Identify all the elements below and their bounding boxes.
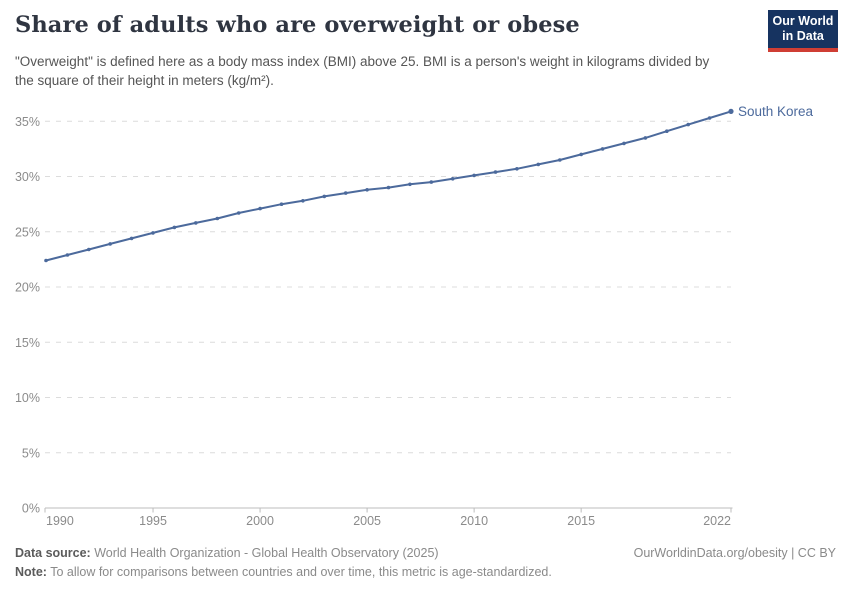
- x-tick-label: 2005: [353, 514, 381, 528]
- series-label[interactable]: South Korea: [738, 104, 814, 119]
- y-tick-label: 0%: [22, 502, 40, 516]
- owid-logo-line2: in Data: [782, 29, 824, 43]
- data-point[interactable]: [643, 136, 648, 140]
- x-tick-label: 2000: [246, 514, 274, 528]
- y-tick-label: 10%: [15, 391, 40, 405]
- footer-note: Note: To allow for comparisons between c…: [15, 565, 552, 579]
- owid-logo-line1: Our World: [772, 14, 834, 29]
- data-point[interactable]: [87, 247, 91, 252]
- data-point[interactable]: [707, 116, 712, 120]
- data-point[interactable]: [472, 173, 476, 178]
- data-point[interactable]: [579, 152, 583, 157]
- data-point[interactable]: [44, 258, 48, 263]
- data-point[interactable]: [536, 162, 541, 167]
- data-point[interactable]: [408, 182, 412, 187]
- data-point[interactable]: [258, 206, 262, 211]
- chart-subtitle: "Overweight" is defined here as a body m…: [15, 54, 710, 89]
- x-tick-label: 2022: [703, 514, 731, 528]
- y-tick-label: 25%: [15, 225, 40, 239]
- data-point[interactable]: [215, 216, 220, 221]
- data-point[interactable]: [450, 177, 455, 181]
- x-tick-label: 2010: [460, 514, 488, 528]
- data-point[interactable]: [172, 225, 177, 230]
- data-point[interactable]: [279, 202, 284, 206]
- data-point[interactable]: [343, 191, 348, 195]
- data-point[interactable]: [322, 194, 327, 199]
- data-point[interactable]: [129, 236, 134, 241]
- footer-datasource: Data source: World Health Organization -…: [15, 546, 439, 560]
- footer-note-label: Note:: [15, 565, 47, 579]
- data-point[interactable]: [600, 147, 605, 151]
- y-tick-label: 5%: [22, 446, 40, 460]
- x-tick-label: 1995: [139, 514, 167, 528]
- x-tick-label: 1990: [46, 514, 74, 528]
- y-tick-label: 30%: [15, 170, 40, 184]
- data-point[interactable]: [65, 253, 70, 257]
- data-point[interactable]: [301, 199, 305, 203]
- data-point[interactable]: [365, 188, 369, 192]
- footer-datasource-label: Data source:: [15, 546, 91, 560]
- data-point[interactable]: [386, 185, 391, 190]
- chart-title: Share of adults who are overweight or ob…: [15, 12, 580, 38]
- footer-note-text: To allow for comparisons between countri…: [46, 565, 552, 579]
- data-point[interactable]: [429, 180, 434, 184]
- data-point[interactable]: [108, 242, 112, 246]
- footer-credit-link[interactable]: OurWorldinData.org/obesity | CC BY: [633, 546, 836, 560]
- y-tick-label: 20%: [15, 281, 40, 295]
- footer-datasource-text: World Health Organization - Global Healt…: [90, 546, 439, 560]
- x-tick-label: 2015: [567, 514, 595, 528]
- data-point[interactable]: [728, 108, 734, 114]
- data-point[interactable]: [151, 231, 155, 235]
- data-point[interactable]: [194, 221, 198, 225]
- owid-logo[interactable]: Our World in Data: [768, 10, 838, 52]
- data-point[interactable]: [558, 158, 562, 162]
- data-point[interactable]: [665, 129, 669, 133]
- data-point[interactable]: [515, 167, 519, 171]
- y-tick-label: 35%: [15, 115, 40, 129]
- data-point[interactable]: [686, 122, 690, 127]
- data-point[interactable]: [236, 211, 241, 215]
- data-point[interactable]: [622, 141, 626, 146]
- data-point[interactable]: [493, 170, 498, 174]
- y-tick-label: 15%: [15, 336, 40, 350]
